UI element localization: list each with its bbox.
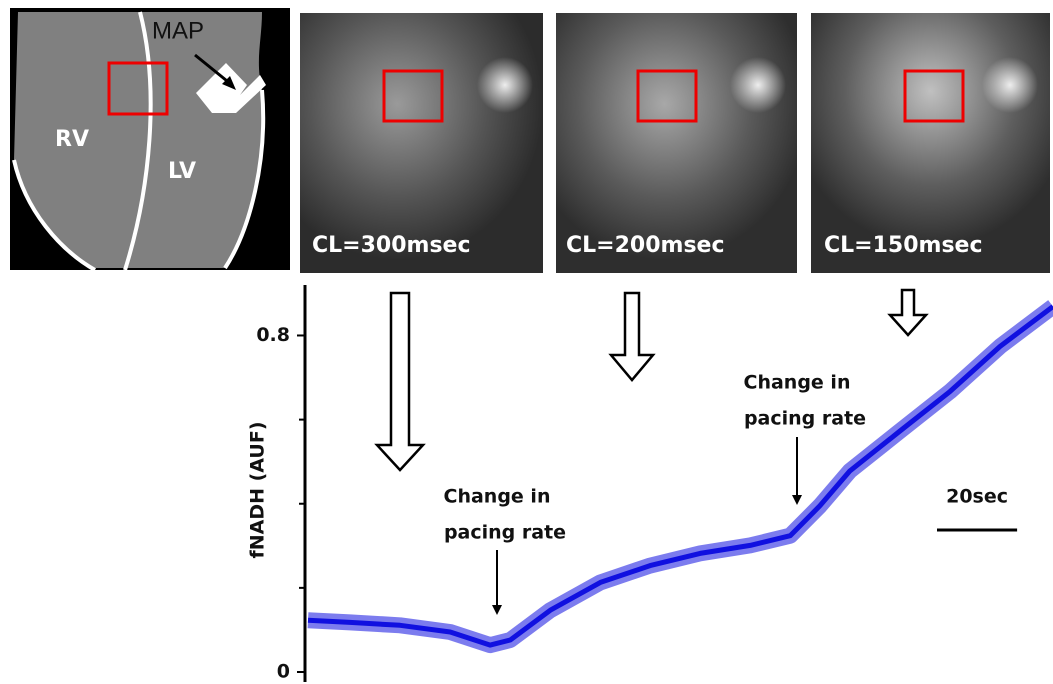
heart-diagram: RV LV MAP <box>10 8 290 272</box>
data-line <box>307 304 1053 648</box>
y-tick-label: 0.8 <box>256 324 290 346</box>
heart-label: RV <box>55 127 89 152</box>
annotation: pacing rate <box>744 408 866 430</box>
heart-label: LV <box>168 159 196 184</box>
image-panel: CL=200msec <box>556 13 797 273</box>
annotation: Change in <box>744 372 851 394</box>
image-label: CL=150msec <box>824 233 983 258</box>
image-panel: CL=150msec <box>811 13 1050 273</box>
annotation-arrowhead <box>492 605 502 615</box>
image-label: CL=200msec <box>566 233 725 258</box>
y-tick-label: 0 <box>277 661 290 683</box>
image-label: CL=300msec <box>312 233 471 258</box>
image-panel: CL=300msec <box>300 13 543 273</box>
pointer-arrows <box>374 288 929 472</box>
annotation: pacing rate <box>444 522 566 544</box>
annotation-arrowhead <box>792 495 802 505</box>
probe-label: MAP <box>152 17 204 44</box>
scale-bar-label: 20sec <box>946 486 1008 508</box>
y-axis-label: fNADH (AUF) <box>247 421 269 558</box>
annotation: Change in <box>444 486 551 508</box>
trace-band <box>307 300 1053 654</box>
